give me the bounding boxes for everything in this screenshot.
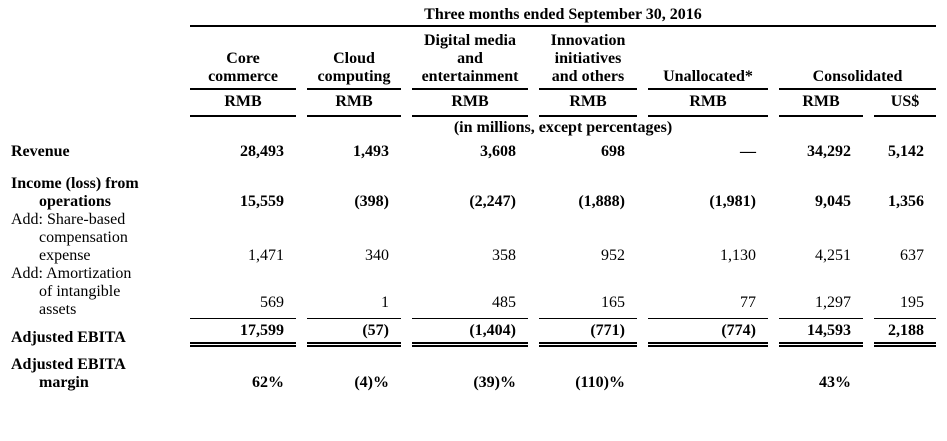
segment-results-table: Three months ended September 30, 2016 Co… bbox=[0, 6, 947, 392]
value-cell: 17,599 bbox=[190, 319, 296, 348]
value-cell: (57) bbox=[307, 319, 401, 348]
value-cell: 14,593 bbox=[779, 319, 863, 348]
unit-unallocated: RMB bbox=[648, 90, 768, 118]
unit-core-commerce: RMB bbox=[190, 90, 296, 118]
column-header-innovation-initiatives: Innovation initiatives and others bbox=[539, 27, 637, 91]
value-cell: (1,888) bbox=[578, 192, 625, 210]
value-cell: (2,247) bbox=[469, 192, 516, 210]
table-row-revenue: Revenue 28,493 1,493 3,608 698 — 34,292 … bbox=[11, 138, 936, 161]
value-cell: 34,292 bbox=[807, 143, 851, 161]
value-cell: (774) bbox=[648, 319, 768, 348]
value-cell: 15,559 bbox=[240, 192, 284, 210]
value-cell: 1,493 bbox=[353, 143, 389, 161]
column-header-cloud-computing: Cloud computing bbox=[307, 27, 401, 91]
units-note-row: (in millions, except percentages) bbox=[11, 117, 936, 138]
table-row-amortization: Add: Amortization of intangible assets 5… bbox=[11, 264, 936, 320]
value-cell: 5,142 bbox=[888, 143, 924, 161]
unit-consolidated-rmb: RMB bbox=[779, 90, 863, 118]
value-cell: 62% bbox=[252, 374, 284, 392]
value-cell: 1 bbox=[307, 265, 401, 320]
table-row-adjusted-ebita-margin: Adjusted EBITA margin 62% (4)% (39)% (11… bbox=[11, 347, 936, 392]
value-cell: 637 bbox=[900, 246, 924, 264]
table-row-income-from-operations: Income (loss) from operations 15,559 (39… bbox=[11, 162, 936, 211]
row-label-share-based-compensation: Add: Share-based compensation expense bbox=[11, 210, 128, 264]
units-note: (in millions, except percentages) bbox=[453, 119, 673, 137]
value-cell: 1,471 bbox=[248, 246, 284, 264]
spacer-cell bbox=[11, 6, 179, 27]
value-cell: (1,981) bbox=[709, 192, 756, 210]
column-header-unallocated: Unallocated* bbox=[648, 27, 768, 91]
spacer-cell bbox=[11, 117, 179, 138]
value-cell: 1,130 bbox=[720, 246, 756, 264]
value-cell: 9,045 bbox=[815, 192, 851, 210]
period-header-row: Three months ended September 30, 2016 bbox=[11, 6, 936, 28]
value-cell: 165 bbox=[539, 265, 637, 320]
value-cell: (39)% bbox=[473, 374, 516, 392]
value-cell: 358 bbox=[492, 246, 516, 264]
segment-header-row: Core commerce Cloud computing Digital me… bbox=[11, 27, 936, 91]
row-label-amortization: Add: Amortization of intangible assets bbox=[11, 264, 132, 319]
row-label-adjusted-ebita: Adjusted EBITA bbox=[11, 329, 126, 347]
value-cell: 195 bbox=[874, 265, 936, 320]
value-cell bbox=[874, 347, 936, 392]
value-cell: (771) bbox=[539, 319, 637, 348]
value-cell: 569 bbox=[190, 265, 296, 320]
value-cell: 340 bbox=[365, 246, 389, 264]
value-cell: 1,297 bbox=[779, 265, 863, 320]
value-cell: (4)% bbox=[354, 374, 389, 392]
unit-cloud-computing: RMB bbox=[307, 90, 401, 118]
table-row-share-based-compensation: Add: Share-based compensation expense 1,… bbox=[11, 211, 936, 265]
spacer-cell bbox=[11, 27, 179, 90]
value-cell: 77 bbox=[648, 265, 768, 320]
row-label-income-from-operations: Income (loss) from operations bbox=[11, 174, 139, 210]
unit-consolidated-usd: US$ bbox=[874, 90, 936, 118]
value-cell: (398) bbox=[354, 192, 389, 210]
column-header-consolidated: Consolidated bbox=[779, 27, 936, 91]
row-label-adjusted-ebita-margin: Adjusted EBITA margin bbox=[11, 356, 126, 392]
value-cell: 3,608 bbox=[480, 143, 516, 161]
table-row-adjusted-ebita: Adjusted EBITA 17,599 (57) (1,404) (771)… bbox=[11, 319, 936, 348]
value-cell: 698 bbox=[601, 143, 625, 161]
value-cell: 1,356 bbox=[888, 192, 924, 210]
value-cell: 485 bbox=[412, 265, 528, 320]
column-header-core-commerce: Core commerce bbox=[190, 27, 296, 91]
value-cell: (110)% bbox=[575, 374, 625, 392]
value-cell: 952 bbox=[601, 246, 625, 264]
unit-innovation-initiatives: RMB bbox=[539, 90, 637, 118]
value-cell bbox=[648, 347, 768, 392]
value-cell: 43% bbox=[819, 374, 851, 392]
row-label-revenue: Revenue bbox=[11, 143, 70, 161]
spacer-cell bbox=[11, 90, 179, 117]
value-cell: 4,251 bbox=[815, 246, 851, 264]
currency-unit-row: RMB RMB RMB RMB RMB RMB US$ bbox=[11, 90, 936, 118]
column-header-digital-media: Digital media and entertainment bbox=[412, 27, 528, 91]
value-cell: (1,404) bbox=[412, 319, 528, 348]
unit-digital-media: RMB bbox=[412, 90, 528, 118]
value-cell: — bbox=[740, 143, 756, 161]
value-cell: 28,493 bbox=[240, 143, 284, 161]
value-cell: 2,188 bbox=[874, 319, 936, 348]
period-header: Three months ended September 30, 2016 bbox=[190, 6, 936, 28]
